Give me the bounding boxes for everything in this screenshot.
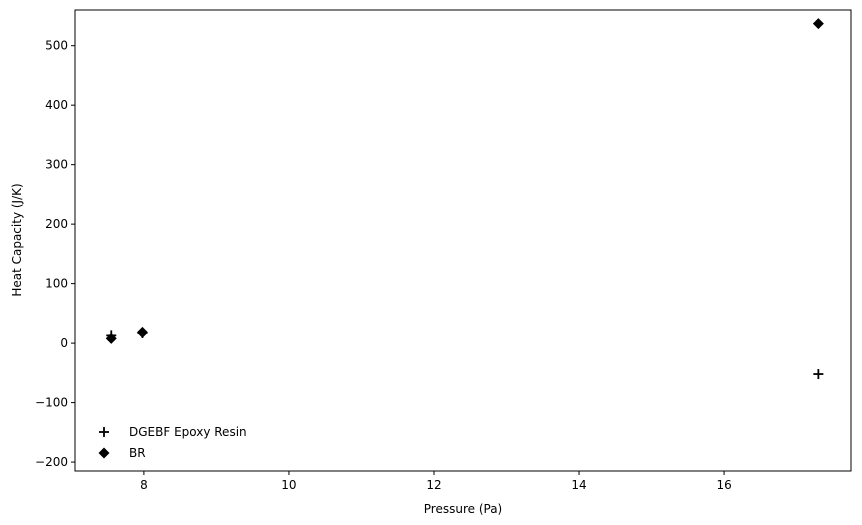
data-point-br [136, 326, 148, 338]
y-tick-label: 300 [45, 158, 68, 172]
legend-marker-dgebf [99, 427, 109, 437]
y-tick-label: 0 [60, 336, 68, 350]
x-tick-label: 10 [281, 478, 296, 492]
legend: DGEBF Epoxy Resin BR [98, 425, 247, 460]
y-tick-label: 200 [45, 217, 68, 231]
y-tick-label: 100 [45, 277, 68, 291]
y-axis-label: Heat Capacity (J/K) [10, 183, 24, 296]
y-axis: −200 −100 0 100 200 300 400 500 [35, 39, 75, 469]
legend-label: BR [129, 446, 146, 460]
y-tick-label: −100 [35, 396, 68, 410]
x-tick-label: 16 [716, 478, 731, 492]
plot-background [75, 10, 851, 471]
x-tick-label: 8 [140, 478, 148, 492]
legend-label: DGEBF Epoxy Resin [129, 425, 247, 439]
x-tick-label: 12 [426, 478, 441, 492]
x-tick-label: 14 [571, 478, 586, 492]
plot-frame [74, 9, 852, 472]
data-point-br [812, 18, 824, 30]
y-tick-label: 500 [45, 39, 68, 53]
points-layer [105, 18, 824, 380]
y-tick-label: −200 [35, 455, 68, 469]
data-point-br [105, 332, 117, 344]
x-axis-label: Pressure (Pa) [424, 502, 502, 516]
x-axis: 8 10 12 14 16 [140, 471, 732, 492]
legend-marker-br [98, 447, 110, 459]
data-point-dgebf [813, 369, 824, 380]
y-tick-label: 400 [45, 98, 68, 112]
